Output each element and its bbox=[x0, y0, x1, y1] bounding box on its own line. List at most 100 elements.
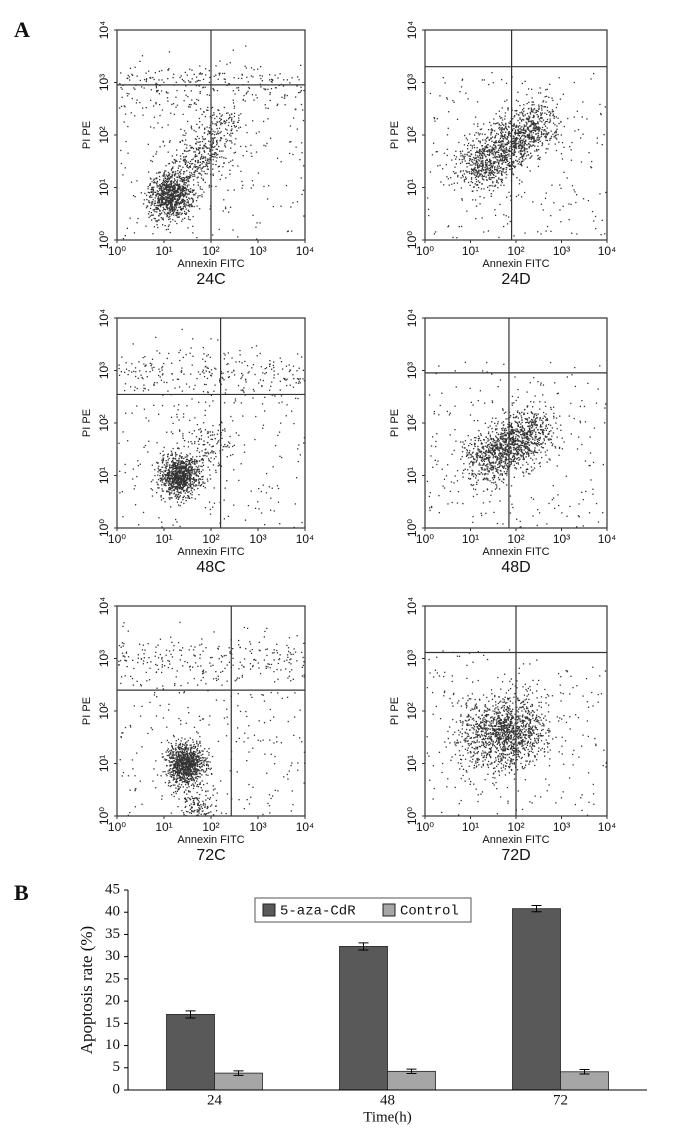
event-dot bbox=[150, 99, 152, 101]
event-dot bbox=[477, 162, 479, 165]
event-dot bbox=[518, 131, 520, 134]
event-dot bbox=[168, 195, 171, 197]
event-dot bbox=[169, 187, 171, 189]
event-dot bbox=[162, 497, 165, 500]
event-dot bbox=[523, 131, 525, 134]
event-dot bbox=[273, 374, 275, 376]
event-dot bbox=[490, 134, 492, 136]
event-dot bbox=[181, 180, 183, 182]
event-dot bbox=[224, 428, 226, 430]
event-dot bbox=[504, 156, 506, 158]
event-dot bbox=[208, 158, 210, 160]
event-dot bbox=[177, 186, 179, 188]
event-dot bbox=[171, 476, 173, 478]
event-dot bbox=[133, 370, 135, 372]
event-dot bbox=[513, 165, 515, 167]
event-dot bbox=[167, 471, 169, 474]
event-dot bbox=[248, 87, 251, 90]
event-dot bbox=[214, 452, 217, 454]
event-dot bbox=[501, 107, 503, 109]
event-dot bbox=[212, 123, 214, 125]
event-dot bbox=[166, 474, 168, 476]
event-dot bbox=[179, 155, 182, 157]
event-dot bbox=[204, 143, 207, 145]
event-dot bbox=[540, 203, 543, 205]
event-dot bbox=[520, 446, 522, 448]
event-dot bbox=[188, 491, 190, 493]
event-dot bbox=[173, 477, 175, 479]
event-dot bbox=[174, 479, 177, 481]
event-dot bbox=[168, 472, 170, 474]
event-dot bbox=[172, 219, 174, 221]
event-dot bbox=[529, 112, 531, 114]
event-dot bbox=[197, 195, 199, 197]
event-dot bbox=[500, 136, 502, 138]
event-dot bbox=[161, 196, 164, 198]
event-dot bbox=[167, 474, 170, 476]
event-dot bbox=[252, 184, 254, 186]
event-dot bbox=[517, 137, 519, 140]
event-dot bbox=[536, 150, 538, 152]
event-dot bbox=[126, 227, 128, 229]
event-dot bbox=[212, 506, 214, 508]
event-dot bbox=[489, 167, 492, 169]
event-dot bbox=[169, 200, 171, 202]
event-dot bbox=[528, 143, 530, 145]
event-dot bbox=[199, 478, 201, 480]
event-dot bbox=[201, 188, 203, 191]
event-dot bbox=[201, 371, 204, 373]
event-dot bbox=[562, 93, 564, 95]
event-dot bbox=[269, 137, 272, 139]
event-dot bbox=[487, 473, 489, 475]
event-dot bbox=[207, 354, 209, 356]
event-dot bbox=[172, 461, 174, 463]
event-dot bbox=[154, 72, 156, 74]
event-dot bbox=[519, 138, 521, 141]
event-dot bbox=[178, 468, 180, 470]
event-dot bbox=[501, 168, 504, 170]
event-dot bbox=[588, 152, 590, 154]
event-dot bbox=[211, 434, 213, 436]
event-dot bbox=[187, 80, 190, 82]
event-dot bbox=[190, 469, 192, 472]
event-dot bbox=[186, 188, 188, 191]
event-dot bbox=[193, 489, 195, 491]
event-dot bbox=[250, 152, 252, 154]
event-dot bbox=[194, 498, 196, 500]
event-dot bbox=[167, 474, 169, 476]
event-dot bbox=[577, 129, 580, 131]
event-dot bbox=[580, 137, 582, 139]
event-dot bbox=[302, 369, 304, 371]
event-dot bbox=[479, 148, 481, 151]
event-dot bbox=[221, 114, 223, 116]
event-dot bbox=[502, 161, 504, 163]
event-dot bbox=[188, 180, 190, 183]
event-dot bbox=[145, 194, 148, 196]
event-dot bbox=[195, 200, 198, 202]
event-dot bbox=[163, 191, 165, 193]
event-dot bbox=[503, 124, 505, 126]
event-dot bbox=[485, 176, 487, 178]
event-dot bbox=[189, 474, 192, 476]
event-dot bbox=[496, 445, 498, 447]
event-dot bbox=[473, 186, 475, 188]
event-dot bbox=[179, 456, 181, 458]
event-dot bbox=[534, 124, 537, 126]
event-dot bbox=[544, 135, 546, 138]
event-dot bbox=[176, 202, 178, 204]
event-dot bbox=[452, 171, 455, 173]
event-dot bbox=[173, 479, 176, 481]
event-dot bbox=[173, 208, 175, 210]
event-dot bbox=[479, 156, 481, 158]
event-dot bbox=[175, 209, 177, 211]
event-dot bbox=[569, 146, 571, 148]
event-dot bbox=[204, 181, 206, 184]
event-dot bbox=[174, 201, 176, 203]
event-dot bbox=[176, 183, 178, 186]
event-dot bbox=[261, 385, 263, 387]
event-dot bbox=[521, 156, 523, 158]
event-dot bbox=[212, 140, 214, 142]
event-dot bbox=[152, 193, 154, 195]
event-dot bbox=[193, 73, 195, 75]
event-dot bbox=[177, 185, 180, 187]
